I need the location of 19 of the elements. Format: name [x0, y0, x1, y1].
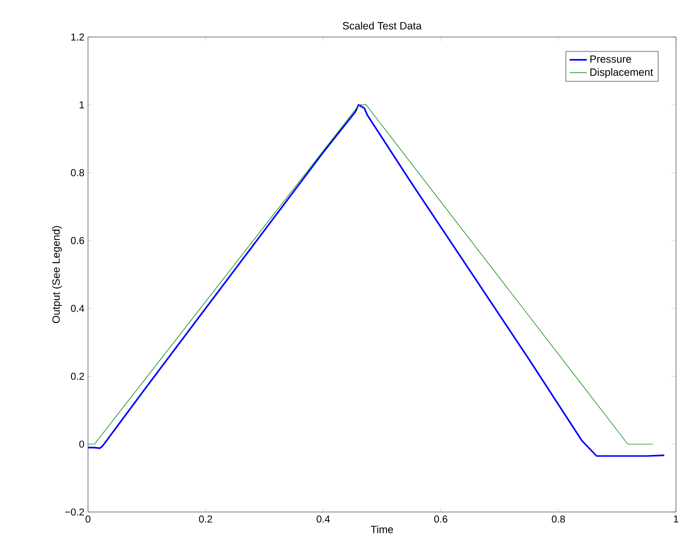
legend-label: Pressure — [590, 55, 632, 63]
x-tick-label: 0.2 — [199, 516, 212, 523]
x-tick-label: 1 — [674, 516, 678, 522]
y-tick-label: −0.2 — [65, 508, 84, 516]
x-tick-label: 0.8 — [552, 516, 565, 523]
y-tick-label: 0.6 — [70, 237, 84, 244]
y-tick-label: 0.8 — [70, 169, 84, 176]
y-tick-label: 1.2 — [71, 34, 84, 40]
y-axis-title: Output (See Legend) — [52, 226, 62, 324]
y-tick-label: 0.4 — [70, 304, 84, 312]
x-tick-label: 0.4 — [316, 516, 330, 523]
legend-label: Displacement — [590, 68, 654, 78]
y-tick-label: 0 — [79, 440, 84, 448]
x-tick-label: 0 — [86, 516, 90, 523]
x-axis-title: Time — [370, 525, 393, 534]
chart-title: Scaled Test Data — [342, 22, 422, 30]
y-tick-label: 1 — [80, 101, 84, 108]
x-tick-label: 0.6 — [434, 516, 448, 523]
y-tick-label: 0.2 — [70, 372, 84, 380]
